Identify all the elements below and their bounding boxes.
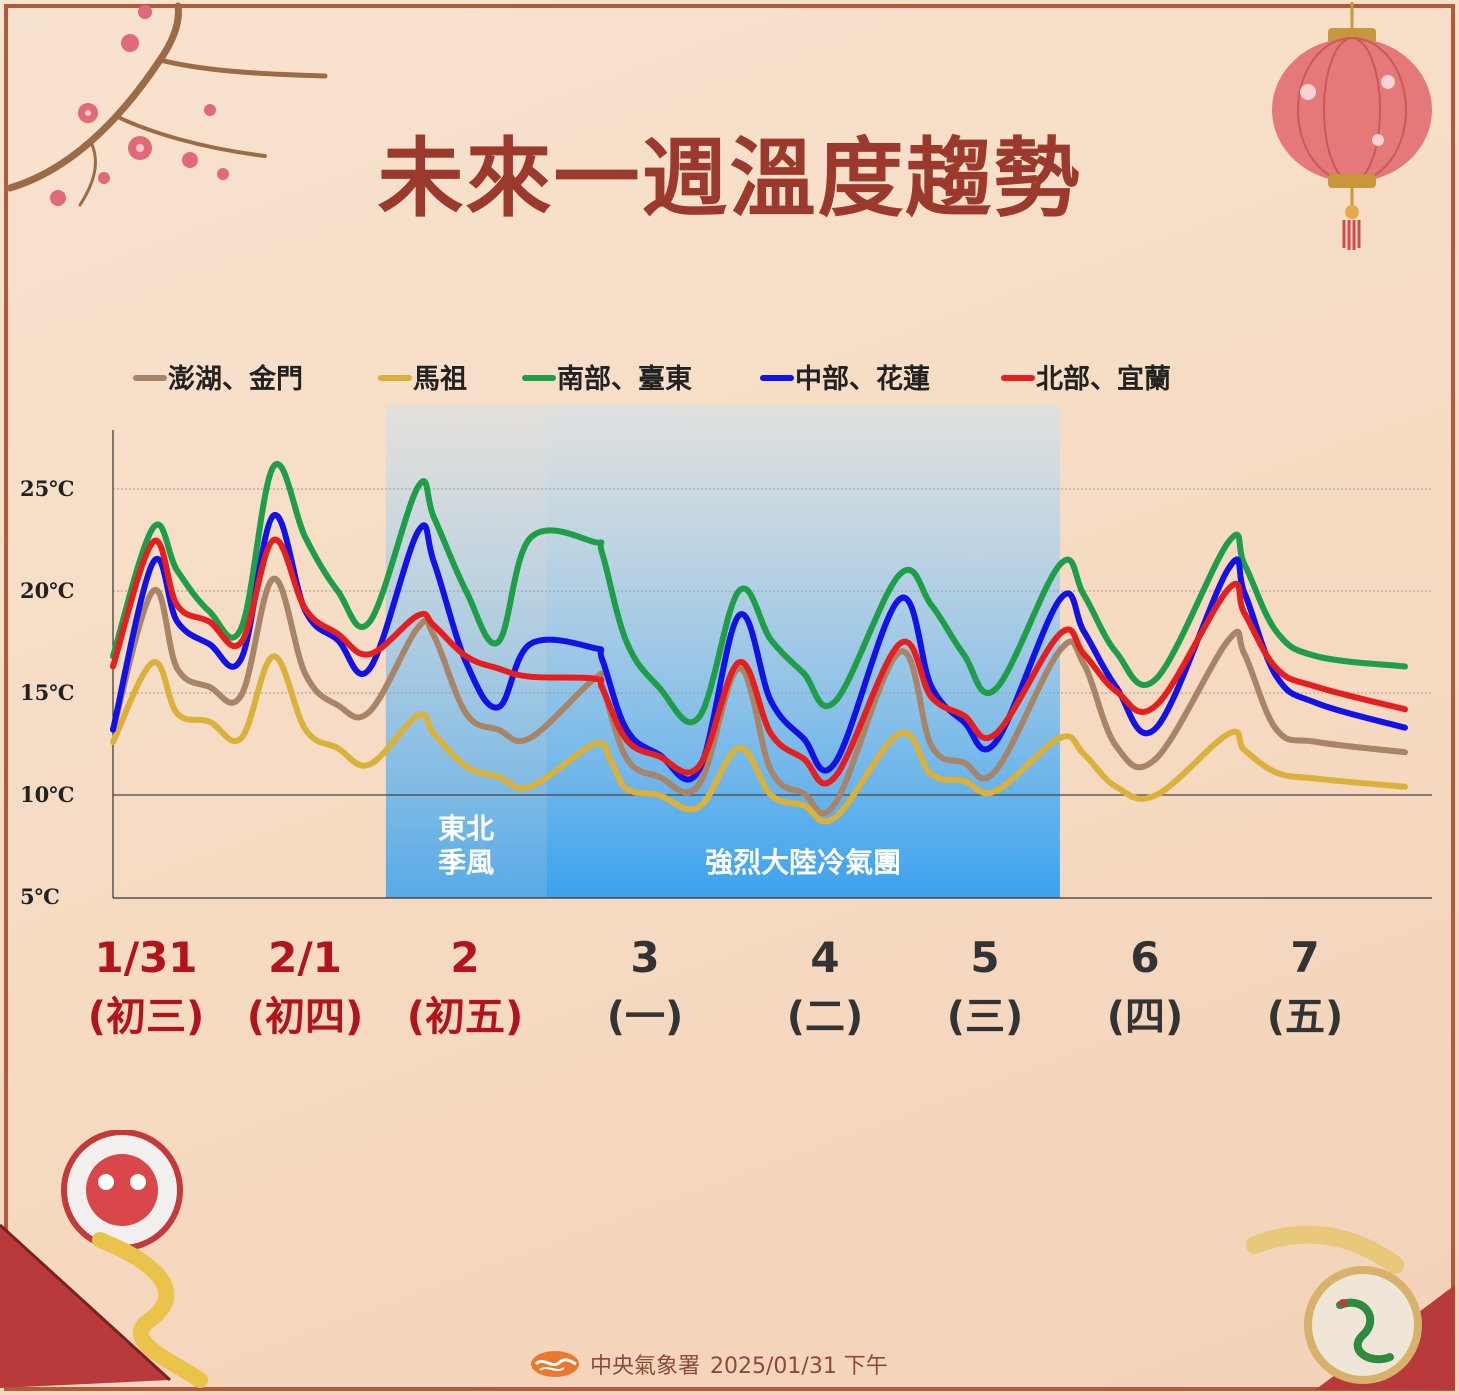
- y-tick-label: 5℃: [20, 884, 60, 909]
- footer-agency: 中央氣象署: [590, 1354, 701, 1379]
- x-weekday-label: (一): [607, 994, 684, 1040]
- legend-label: 中部、花蓮: [795, 363, 930, 395]
- x-weekday-label: (初四): [247, 994, 364, 1040]
- x-weekday-label: (四): [1107, 994, 1184, 1040]
- cwa-logo-icon: [531, 1351, 579, 1377]
- x-date-label: 5: [970, 933, 999, 982]
- lion-dance-snake-icon: [0, 1130, 208, 1388]
- legend-label: 馬祖: [413, 364, 467, 395]
- x-date-label: 7: [1290, 933, 1319, 982]
- weather-band-0: [385, 405, 547, 898]
- plum-blossom-branch-icon: [6, 2, 328, 207]
- x-date-label: 1/31: [94, 933, 197, 982]
- x-date-label: 6: [1130, 933, 1159, 982]
- x-weekday-label: (二): [787, 994, 864, 1040]
- x-date-label: 2/1: [268, 933, 342, 982]
- lantern-icon: [1272, 2, 1432, 250]
- footer-datetime: 2025/01/31 下午: [710, 1354, 888, 1379]
- snake-coin-icon: [1246, 1225, 1455, 1390]
- series-line-0: [110, 575, 1408, 817]
- annotation-label: 強烈大陸冷氣團: [705, 846, 901, 879]
- y-tick-label: 15℃: [20, 680, 74, 705]
- annotation-label: 季風: [438, 846, 494, 879]
- x-weekday-label: (初三): [88, 994, 205, 1040]
- y-tick-label: 10℃: [20, 782, 74, 807]
- x-weekday-label: (三): [947, 994, 1024, 1040]
- footer: 中央氣象署 2025/01/31 下午: [530, 1346, 888, 1382]
- x-weekday-label: (初五): [407, 994, 524, 1040]
- y-tick-label: 20℃: [20, 578, 74, 603]
- page-title: 未來一週溫度趨勢: [377, 129, 1082, 229]
- x-date-label: 3: [630, 933, 659, 982]
- y-tick-label: 25℃: [20, 476, 74, 501]
- x-weekday-label: (五): [1267, 994, 1344, 1040]
- series-line-4: [110, 536, 1408, 787]
- legend-label: 北部、宜蘭: [1036, 363, 1171, 395]
- legend-label: 澎湖、金門: [168, 363, 303, 395]
- x-date-label: 2: [450, 933, 479, 982]
- weather-band-1: [546, 405, 1060, 898]
- series-line-2: [110, 461, 1408, 726]
- x-date-label: 4: [810, 933, 839, 982]
- annotation-label: 東北: [438, 812, 494, 845]
- series-line-1: [110, 653, 1408, 825]
- legend-label: 南部、臺東: [557, 363, 692, 395]
